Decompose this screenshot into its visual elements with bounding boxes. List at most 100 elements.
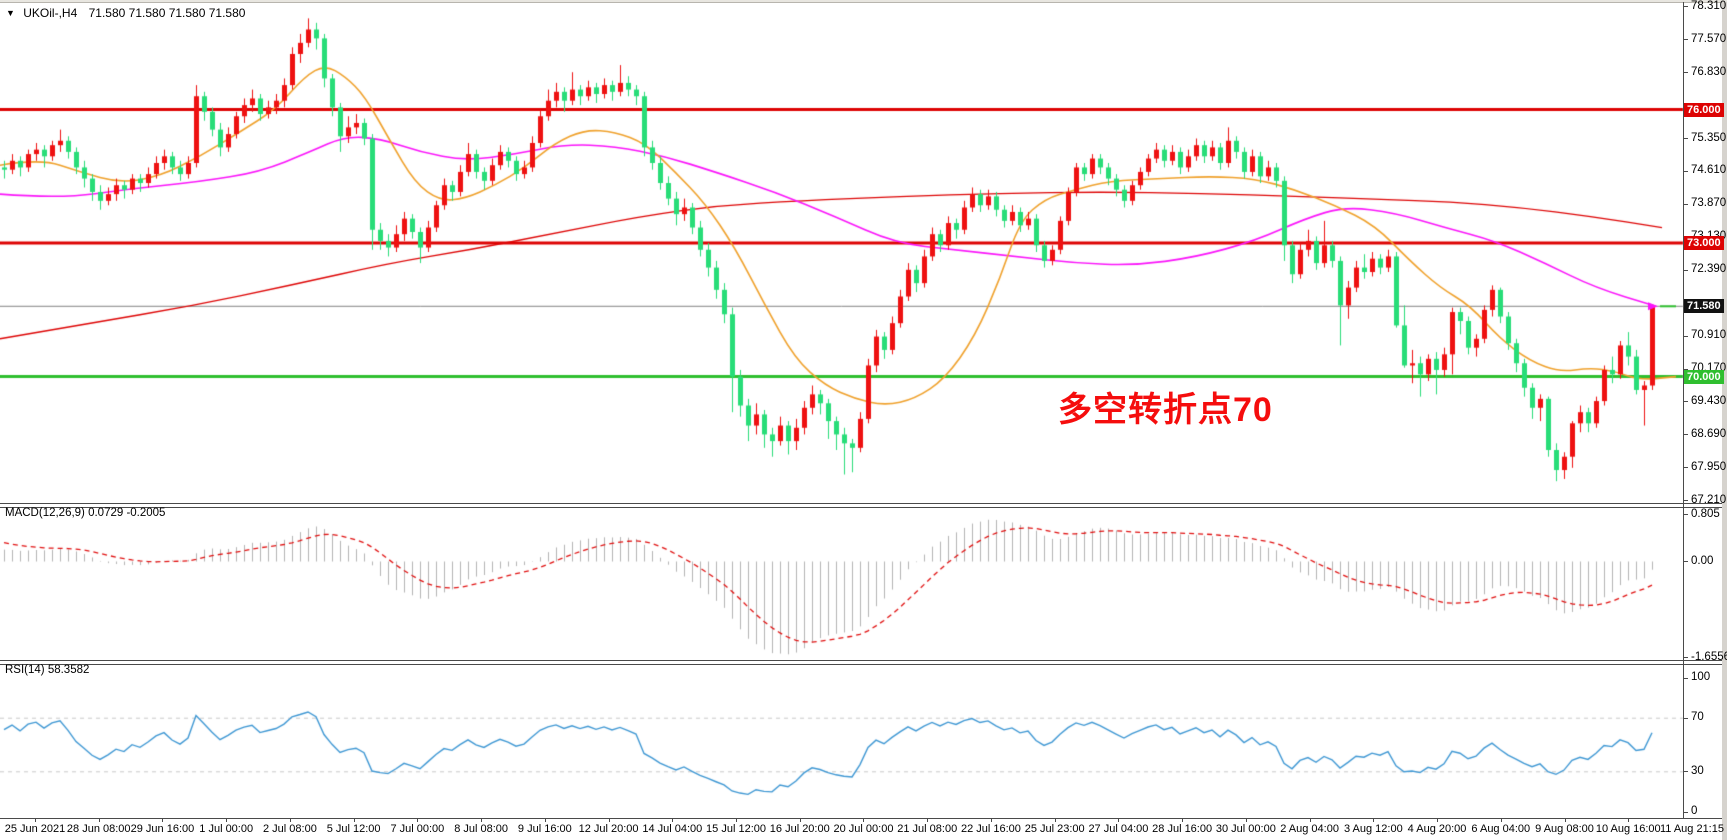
time-axis-label: 15 Jul 12:00 <box>706 823 766 835</box>
price-axis-label: 69.430 <box>1691 394 1727 407</box>
time-axis[interactable]: 25 Jun 2021 28 Jun 08:00 29 Jun 16:00 1 Jul… <box>0 818 1727 840</box>
time-axis-tick <box>353 818 355 822</box>
time-axis-tick <box>544 818 546 822</box>
symbol-quote: 71.580 71.580 71.580 71.580 <box>88 6 246 20</box>
time-axis-label: 9 Aug 08:00 <box>1535 823 1594 835</box>
time-axis-tick <box>927 818 929 822</box>
time-axis-label: 8 Jul 08:00 <box>454 823 509 835</box>
time-axis-label: 20 Jul 00:00 <box>833 823 894 835</box>
price-axis-label: 74.610 <box>1691 164 1727 177</box>
time-axis-tick <box>608 818 610 822</box>
axis-tick <box>1683 39 1688 41</box>
time-axis-tick <box>1118 818 1120 822</box>
axis-tick <box>1683 72 1688 74</box>
price-axis-label: 67.210 <box>1691 493 1727 506</box>
axis-tick <box>1683 335 1688 337</box>
rsi-axis-label: 30 <box>1691 764 1704 777</box>
price-level-badge: 70.000 <box>1684 369 1724 384</box>
price-axis-label: 75.350 <box>1691 131 1727 144</box>
time-axis-label: 27 Jul 04:00 <box>1088 823 1149 835</box>
price-level-badge: 71.580 <box>1684 299 1724 314</box>
axis-tick <box>1683 657 1688 659</box>
price-axis-label: 68.690 <box>1691 427 1727 440</box>
price-axis[interactable]: 78.31077.57076.83075.35074.61073.87073.1… <box>1683 0 1727 818</box>
axis-tick <box>1683 170 1688 172</box>
time-axis-tick <box>799 818 801 822</box>
time-axis-label: 14 Jul 04:00 <box>642 823 703 835</box>
time-axis-label: 16 Jul 20:00 <box>769 823 830 835</box>
price-axis-border <box>1683 2 1684 818</box>
time-axis-tick <box>162 818 164 822</box>
window-right-edge <box>1722 2 1727 840</box>
time-axis-tick <box>1500 818 1502 822</box>
time-axis-label: 4 Aug 20:00 <box>1407 823 1467 835</box>
annotation-text: 多空转折点70 <box>1058 391 1273 429</box>
axis-tick <box>1683 203 1688 205</box>
price-axis-label: 70.910 <box>1691 329 1727 342</box>
time-axis-label: 3 Aug 12:00 <box>1343 823 1403 835</box>
time-axis-tick <box>1245 818 1247 822</box>
time-axis-tick <box>98 818 100 822</box>
macd-axis-label: 0.805 <box>1691 507 1720 520</box>
time-axis-tick <box>1564 818 1566 822</box>
symbol-title: ▼ UKOil-,H4 71.580 71.580 71.580 71.580 <box>6 6 245 20</box>
time-axis-tick <box>1309 818 1311 822</box>
time-axis-tick <box>1437 818 1439 822</box>
time-axis-tick <box>481 818 483 822</box>
time-axis-label: 28 Jun 08:00 <box>66 823 131 835</box>
time-axis-label: 30 Jul 00:00 <box>1215 823 1276 835</box>
macd-axis-label: -1.6556 <box>1691 650 1727 663</box>
time-axis-tick <box>417 818 419 822</box>
time-axis-label: 22 Jul 16:00 <box>960 823 1021 835</box>
axis-tick <box>1683 467 1688 469</box>
time-axis-tick <box>1054 818 1056 822</box>
time-axis-tick <box>1182 818 1184 822</box>
axis-tick <box>1683 434 1688 436</box>
macd-indicator-label: MACD(12,26,9) 0.0729 -0.2005 <box>5 507 166 519</box>
time-axis-tick <box>990 818 992 822</box>
time-axis-label: 29 Jun 16:00 <box>130 823 195 835</box>
time-axis-tick <box>35 818 36 822</box>
window-top-border <box>0 0 1727 3</box>
time-axis-label: 2 Jul 08:00 <box>262 823 317 835</box>
time-axis-label: 1 Jul 00:00 <box>199 823 254 835</box>
time-axis-tick <box>672 818 674 822</box>
time-axis-label: 11 Aug 21:15 <box>1659 823 1724 835</box>
axis-tick <box>1683 368 1688 370</box>
axis-tick <box>1683 561 1688 562</box>
rsi-indicator-label: RSI(14) 58.3582 <box>5 664 90 676</box>
time-axis-tick <box>1628 818 1630 822</box>
time-axis-label: 5 Jul 12:00 <box>326 823 381 835</box>
time-axis-label: 6 Aug 04:00 <box>1471 823 1531 835</box>
price-axis-label: 72.390 <box>1691 263 1727 276</box>
price-level-badge: 73.000 <box>1684 236 1724 251</box>
symbol-name: UKOil-,H4 <box>23 6 78 20</box>
time-axis-label: 25 Jul 23:00 <box>1024 823 1085 835</box>
time-axis-label: 7 Jul 00:00 <box>390 823 445 835</box>
axis-tick <box>1683 269 1688 271</box>
axis-tick <box>1683 138 1688 140</box>
symbol-dropdown-icon[interactable]: ▼ <box>6 8 15 18</box>
price-axis-label: 73.870 <box>1691 197 1727 210</box>
time-axis-label: 2 Aug 04:00 <box>1280 823 1339 835</box>
price-axis-label: 67.950 <box>1691 460 1727 473</box>
time-axis-tick <box>736 818 738 822</box>
time-axis-label: 12 Jul 20:00 <box>578 823 639 835</box>
time-axis-tick <box>863 818 865 822</box>
macd-axis-label: 0.00 <box>1691 554 1714 567</box>
price-axis-label: 78.310 <box>1691 0 1727 12</box>
macd-panel-divider[interactable] <box>0 503 1727 508</box>
time-axis-label: 10 Aug 16:00 <box>1595 823 1661 835</box>
time-axis-tick <box>1373 818 1375 822</box>
rsi-panel-divider[interactable] <box>0 660 1727 665</box>
time-axis-label: 21 Jul 08:00 <box>897 823 958 835</box>
price-axis-label: 77.570 <box>1691 32 1727 45</box>
axis-tick <box>1683 771 1688 773</box>
price-axis-label: 76.830 <box>1691 65 1727 78</box>
rsi-axis-label: 100 <box>1691 671 1711 683</box>
axis-tick <box>1683 6 1688 8</box>
axis-tick <box>1683 514 1688 516</box>
axis-tick <box>1683 717 1688 719</box>
